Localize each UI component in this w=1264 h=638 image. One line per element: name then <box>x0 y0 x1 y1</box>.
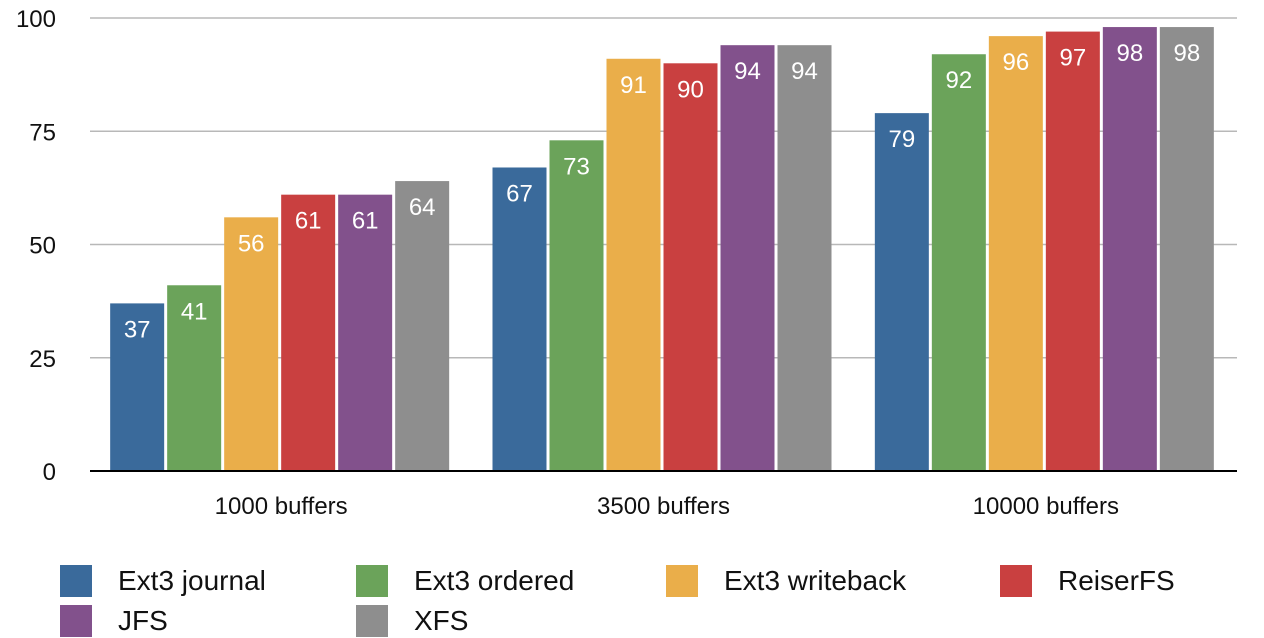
x-tick-label: 1000 buffers <box>215 493 348 520</box>
bar-value-label: 96 <box>1002 49 1029 76</box>
legend-label: Ext3 ordered <box>414 565 575 596</box>
bar-value-label: 92 <box>945 67 972 94</box>
bar-value-label: 41 <box>181 298 208 325</box>
bar <box>606 58 661 472</box>
bar-value-label: 37 <box>124 316 151 343</box>
legend-swatch <box>666 565 698 597</box>
bar <box>167 285 222 471</box>
x-axis-tick-labels: 1000 buffers 3500 buffers 10000 buffers <box>215 493 1119 520</box>
bar <box>663 63 718 472</box>
bar <box>549 140 604 471</box>
legend-item: ReiserFS <box>1000 564 1175 598</box>
legend-swatch <box>356 565 388 597</box>
y-tick-label: 0 <box>43 459 56 486</box>
legend-swatch <box>356 605 388 637</box>
bar-value-label: 98 <box>1173 40 1200 67</box>
y-tick-label: 100 <box>16 6 56 33</box>
bar <box>110 303 165 471</box>
bar <box>338 194 393 472</box>
x-tick-label: 3500 buffers <box>597 493 730 520</box>
legend-swatch <box>60 605 92 637</box>
x-tick-label: 10000 buffers <box>973 493 1119 520</box>
legend-label: Ext3 writeback <box>724 565 907 596</box>
legend-swatch <box>60 565 92 597</box>
legend-label: ReiserFS <box>1058 565 1175 596</box>
y-axis-tick-labels: 0 25 50 75 100 <box>16 6 56 486</box>
legend-label: JFS <box>118 605 168 636</box>
legend-item: Ext3 writeback <box>666 564 906 598</box>
legend-item: Ext3 journal <box>60 564 266 598</box>
legend-label: XFS <box>414 605 469 636</box>
bar-value-label: 91 <box>620 72 647 99</box>
bar <box>988 36 1043 472</box>
bar <box>777 45 832 472</box>
bar <box>492 167 547 472</box>
legend-item: Ext3 ordered <box>356 564 574 598</box>
bar-value-label: 67 <box>506 180 533 207</box>
bar-value-label: 64 <box>409 194 436 221</box>
y-tick-label: 25 <box>29 346 56 373</box>
bar <box>931 54 986 472</box>
bar-value-label: 90 <box>677 76 704 103</box>
bar <box>1045 31 1100 472</box>
legend-item: JFS <box>60 604 168 638</box>
bar <box>874 113 929 471</box>
legend: Ext3 journal Ext3 ordered Ext3 writeback Re… <box>60 560 1240 637</box>
bar-value-label: 73 <box>563 153 590 180</box>
legend-item: XFS <box>356 604 468 638</box>
bar-value-label: 61 <box>295 208 322 235</box>
bar <box>1102 27 1157 472</box>
bars: 37 41 56 61 61 64 67 73 91 90 94 94 79 92 96 97 98 98 <box>110 27 1214 472</box>
bar-value-label: 56 <box>238 230 265 257</box>
y-tick-label: 75 <box>29 119 56 146</box>
legend-label: Ext3 journal <box>118 565 266 596</box>
legend-swatch <box>1000 565 1032 597</box>
bar-value-label: 94 <box>734 58 761 85</box>
bar <box>224 217 279 471</box>
bar-value-label: 97 <box>1059 45 1086 72</box>
bar-value-label: 79 <box>888 126 915 153</box>
y-tick-label: 50 <box>29 233 56 260</box>
bar-chart: 0 25 50 75 100 37 41 56 61 61 64 67 73 91 90 94 94 79 92 9… <box>16 6 1237 520</box>
bar <box>1159 27 1214 472</box>
bar <box>720 45 775 472</box>
bar-value-label: 98 <box>1116 40 1143 67</box>
bar-value-label: 61 <box>352 208 379 235</box>
bar-value-label: 94 <box>791 58 818 85</box>
bar <box>281 194 336 472</box>
bar <box>395 181 450 471</box>
